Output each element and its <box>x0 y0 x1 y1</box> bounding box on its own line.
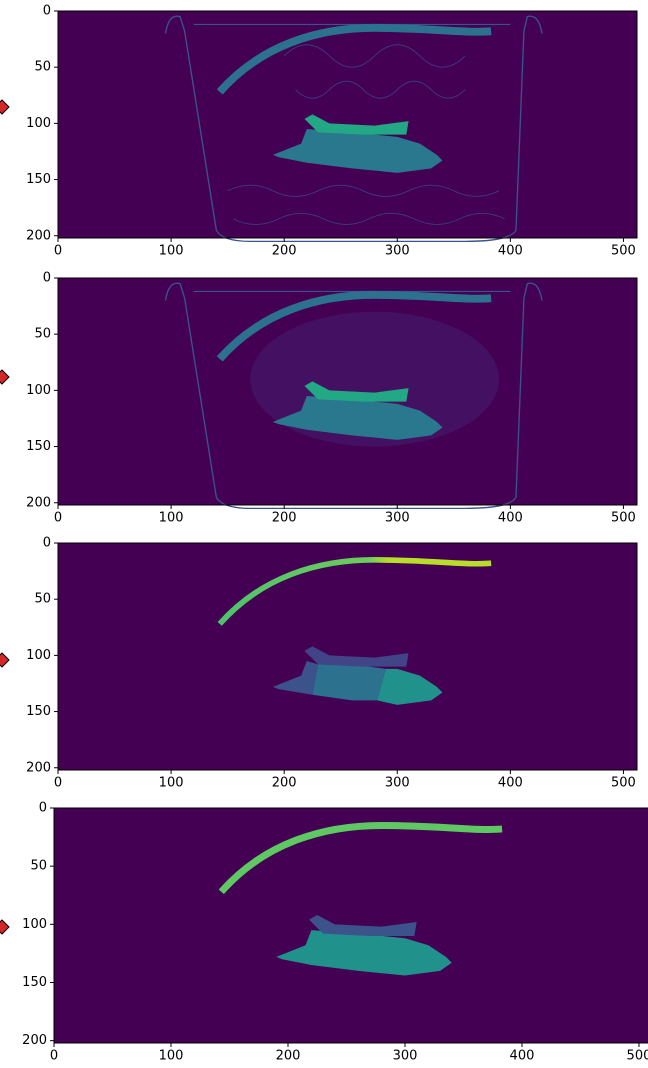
y-tick-label: 150 <box>26 439 51 454</box>
x-tick-label: 400 <box>498 511 523 526</box>
image-panel <box>54 808 648 1043</box>
x-tick-label: 200 <box>272 244 297 259</box>
object-arc <box>218 821 503 895</box>
x-tick-label: 100 <box>159 244 184 259</box>
object-blob <box>276 930 452 976</box>
container-outline <box>164 15 543 243</box>
image-panel <box>58 11 637 243</box>
x-tick-label: 400 <box>498 776 523 791</box>
y-tick-label: 150 <box>26 704 51 719</box>
y-tick-label: 100 <box>22 917 47 932</box>
x-tick-label: 100 <box>159 1049 184 1064</box>
object-strip <box>309 915 417 936</box>
y-tick-label: 200 <box>26 495 51 510</box>
object-strip <box>304 646 409 667</box>
axes-frame <box>57 277 638 506</box>
y-tick-label: 50 <box>34 592 51 607</box>
marker <box>0 99 10 115</box>
x-tick-label: 200 <box>272 511 297 526</box>
object-arc <box>217 557 492 626</box>
axes-frame <box>57 10 638 239</box>
y-tick-label: 150 <box>26 172 51 187</box>
x-tick-label: 500 <box>611 776 636 791</box>
y-tick-label: 0 <box>43 271 51 286</box>
y-tick-label: 50 <box>34 327 51 342</box>
y-tick-label: 50 <box>30 859 47 874</box>
y-tick-label: 200 <box>26 760 51 775</box>
x-tick-label: 0 <box>54 776 62 791</box>
object-segment <box>312 664 386 701</box>
y-tick-label: 200 <box>22 1033 47 1048</box>
x-tick-label: 300 <box>385 776 410 791</box>
object-segment <box>272 660 319 695</box>
axes-frame <box>57 542 638 771</box>
marker <box>0 919 10 935</box>
object-strip <box>304 381 409 402</box>
axes-frame <box>53 807 648 1044</box>
x-tick-label: 100 <box>159 776 184 791</box>
y-tick-label: 100 <box>26 648 51 663</box>
container-outline <box>164 282 543 510</box>
y-tick-label: 100 <box>26 116 51 131</box>
object-blob <box>272 128 443 173</box>
object-arc <box>216 290 492 362</box>
x-tick-label: 300 <box>385 511 410 526</box>
y-tick-label: 0 <box>39 801 47 816</box>
x-tick-label: 500 <box>611 511 636 526</box>
x-tick-label: 0 <box>54 244 62 259</box>
x-tick-label: 400 <box>498 244 523 259</box>
x-tick-label: 0 <box>50 1049 58 1064</box>
x-tick-label: 500 <box>627 1049 648 1064</box>
object-arc <box>216 23 492 95</box>
y-tick-label: 50 <box>34 60 51 75</box>
object-strip <box>304 114 409 135</box>
object-segment <box>376 668 443 705</box>
x-tick-label: 500 <box>611 244 636 259</box>
x-tick-label: 400 <box>510 1049 535 1064</box>
markers <box>0 99 10 935</box>
texture <box>227 44 505 225</box>
x-tick-label: 0 <box>54 511 62 526</box>
x-tick-label: 100 <box>159 511 184 526</box>
y-tick-label: 150 <box>22 975 47 990</box>
x-tick-label: 300 <box>393 1049 418 1064</box>
image-panel <box>58 278 637 510</box>
x-tick-label: 200 <box>276 1049 301 1064</box>
marker <box>0 652 10 668</box>
x-tick-label: 300 <box>385 244 410 259</box>
y-tick-label: 0 <box>43 4 51 19</box>
image-panel <box>58 543 637 770</box>
y-tick-label: 0 <box>43 536 51 551</box>
marker <box>0 369 10 385</box>
x-tick-label: 200 <box>272 776 297 791</box>
y-tick-label: 100 <box>26 383 51 398</box>
y-tick-label: 200 <box>26 228 51 243</box>
object-blob <box>272 395 443 440</box>
